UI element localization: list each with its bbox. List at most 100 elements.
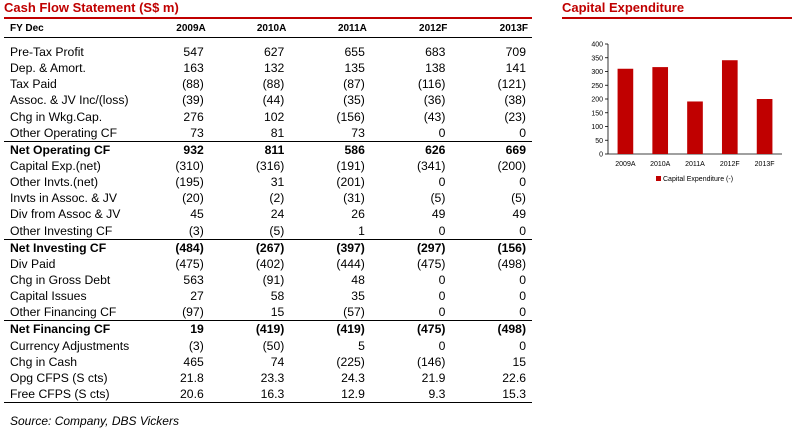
row-value: (116)	[417, 77, 446, 92]
row-label: Net Investing CF	[4, 238, 130, 256]
row-label: Currency Adjustments	[10, 338, 130, 353]
table-row: Chg in Cash 465 74 (225) (146) 15	[4, 354, 532, 370]
capex-bar	[652, 67, 669, 154]
row-label: Tax Paid	[10, 77, 57, 92]
row-label: Net Financing CF	[4, 320, 130, 338]
table-row: Currency Adjustments (3) (50) 5 0 0	[4, 338, 532, 354]
capex-bar	[617, 68, 634, 154]
row-value: (498)	[497, 256, 526, 271]
row-label: Assoc. & JV Inc/(loss)	[10, 93, 129, 108]
row-label: Other Investing CF	[10, 223, 113, 238]
row-value: 0	[519, 175, 526, 190]
row-value: (316)	[255, 159, 285, 174]
row-value: 626	[370, 140, 452, 158]
table-row: Invts in Assoc. & JV (20) (2) (31) (5) (…	[4, 190, 532, 206]
x-tick-label: 2009A	[615, 161, 636, 168]
table-row: Pre-Tax Profit 547 627 655 683 709	[4, 44, 532, 60]
table-row: Other Operating CF 73 81 73 0 0	[4, 125, 532, 142]
row-value: (87)	[343, 77, 365, 92]
row-value: 0	[519, 289, 526, 304]
row-label: Opg CFPS (S cts)	[10, 370, 108, 385]
row-value: 0	[438, 273, 446, 288]
row-value: (419)	[209, 320, 291, 338]
row-value: (2)	[269, 191, 285, 206]
y-tick-label: 300	[591, 69, 603, 76]
row-value: (23)	[504, 109, 526, 124]
row-value: (475)	[416, 256, 446, 271]
row-value: (267)	[209, 238, 291, 256]
row-value: 45	[190, 207, 204, 222]
row-value: 15	[512, 354, 526, 369]
row-label: Other Invts.(net)	[10, 175, 99, 190]
capex-chart-title: Capital Expenditure	[562, 0, 685, 15]
row-value: 15	[270, 305, 285, 320]
row-value: (57)	[343, 305, 365, 320]
row-value: (498)	[451, 320, 532, 338]
row-value: (97)	[182, 305, 204, 320]
table-row: Dep. & Amort. 163 132 135 138 141	[4, 60, 532, 76]
row-value: (341)	[416, 159, 446, 174]
x-tick-label: 2010A	[650, 161, 671, 168]
row-value: (50)	[262, 338, 285, 353]
row-value: 31	[270, 175, 285, 190]
row-value: (36)	[423, 93, 446, 108]
row-value: 0	[438, 175, 446, 190]
row-value: (44)	[262, 93, 285, 108]
row-value: (31)	[343, 191, 365, 206]
row-value: 19	[129, 320, 210, 338]
row-value: (5)	[269, 223, 285, 238]
row-value: (121)	[497, 77, 526, 92]
row-value: 0	[519, 223, 526, 238]
table-row-total: Net Operating CF 932 811 586 626 669	[4, 140, 532, 158]
header-label: FY Dec	[4, 21, 130, 38]
row-value: (419)	[290, 320, 371, 338]
x-tick-label: 2013F	[755, 161, 775, 168]
table-row: Chg in Gross Debt 563 (91) 48 0 0	[4, 272, 532, 288]
row-value: 20.6	[129, 385, 210, 404]
table-row: Other Investing CF (3) (5) 1 0 0	[4, 223, 532, 240]
table-row: Other Financing CF (97) 15 (57) 0 0	[4, 304, 532, 321]
row-value: (156)	[451, 238, 532, 256]
row-label: Other Financing CF	[10, 305, 117, 320]
row-value: (20)	[182, 191, 204, 206]
row-value: 16.3	[209, 385, 291, 404]
row-value: 24	[270, 207, 285, 222]
row-value: (43)	[423, 109, 446, 124]
row-value: 135	[344, 61, 365, 76]
row-value: (88)	[182, 77, 204, 92]
row-value: (156)	[336, 109, 365, 124]
row-value: 12.9	[290, 385, 371, 404]
row-label: Chg in Wkg.Cap.	[10, 109, 103, 124]
row-value: 35	[351, 289, 365, 304]
row-value: (397)	[290, 238, 371, 256]
row-value: (225)	[336, 354, 365, 369]
row-value: (5)	[511, 191, 526, 206]
row-value: 0	[519, 338, 526, 353]
capex-bar	[721, 60, 738, 154]
table-header-row: FY Dec 2009A 2010A 2011A 2012F 2013F	[4, 21, 532, 38]
y-tick-label: 100	[591, 124, 603, 131]
x-tick-label: 2011A	[685, 161, 705, 168]
row-value: (402)	[255, 256, 285, 271]
header-year: 2009A	[129, 21, 210, 38]
source-note: Source: Company, DBS Vickers	[10, 414, 179, 428]
row-value: 0	[438, 338, 446, 353]
row-value: 102	[263, 109, 285, 124]
row-label: Invts in Assoc. & JV	[10, 191, 118, 206]
row-value: (38)	[504, 93, 526, 108]
row-value: 0	[438, 289, 446, 304]
row-value: 465	[183, 354, 204, 369]
y-tick-label: 50	[595, 138, 603, 145]
capex-bar	[687, 101, 703, 154]
row-label: Free CFPS (S cts)	[4, 385, 130, 404]
row-value: (297)	[370, 238, 452, 256]
capex-bar	[756, 99, 773, 154]
row-value: (88)	[262, 77, 285, 92]
y-tick-label: 0	[599, 152, 603, 159]
row-value: (3)	[188, 338, 204, 353]
row-value: 5	[358, 338, 365, 353]
row-value: 22.6	[502, 370, 526, 385]
row-value: 48	[351, 273, 365, 288]
row-value: (191)	[336, 159, 365, 174]
row-value: 74	[270, 354, 285, 369]
